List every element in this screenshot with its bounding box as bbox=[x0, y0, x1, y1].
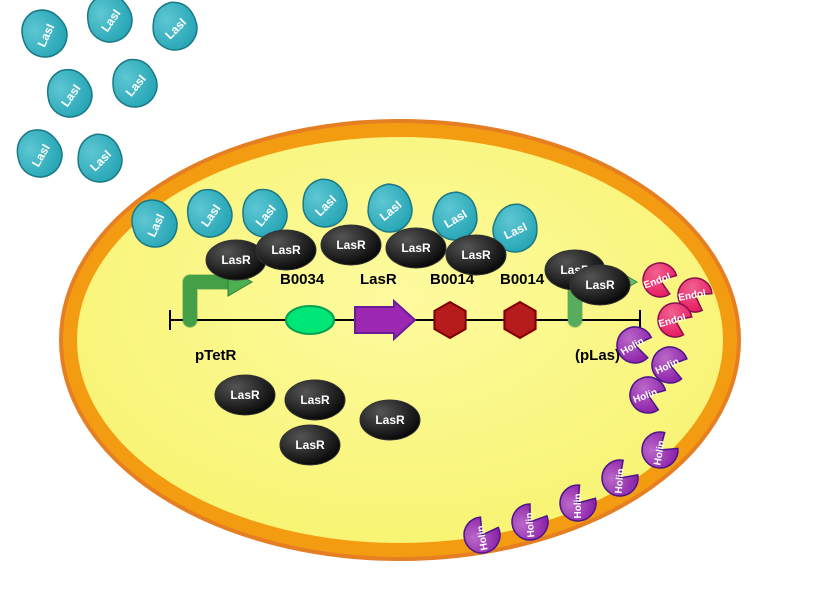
terminator-1 bbox=[434, 302, 465, 338]
lasr-free-1: LasR bbox=[285, 380, 345, 420]
lasi-outside-1: LasI bbox=[80, 0, 138, 48]
lasr-free-2: LasR bbox=[280, 425, 340, 465]
lasr-bound-1: LasR bbox=[256, 230, 316, 270]
svg-text:Holin: Holin bbox=[614, 468, 627, 494]
svg-text:LasR: LasR bbox=[336, 238, 366, 252]
lasr-bound-6: LasR bbox=[570, 265, 630, 305]
lasr-bound-2: LasR bbox=[321, 225, 381, 265]
svg-text:LasR: LasR bbox=[300, 393, 330, 407]
svg-text:Holin: Holin bbox=[573, 494, 584, 519]
rbs-b0034 bbox=[286, 306, 334, 334]
lasi-outside-0: LasI bbox=[13, 1, 75, 65]
lasr-bound-4: LasR bbox=[446, 235, 506, 275]
svg-text:LasR: LasR bbox=[221, 253, 251, 267]
terminator-2-label: B0014 bbox=[500, 271, 545, 288]
lasr-bound-3: LasR bbox=[386, 228, 446, 268]
svg-text:LasR: LasR bbox=[585, 278, 615, 292]
lasr-free-3: LasR bbox=[360, 400, 420, 440]
svg-text:LasR: LasR bbox=[401, 241, 431, 255]
lasr-free-0: LasR bbox=[215, 375, 275, 415]
promoter-plas-label: (pLas) bbox=[575, 347, 620, 364]
rbs-label: B0034 bbox=[280, 271, 325, 288]
terminator-2 bbox=[504, 302, 535, 338]
promoter-ptetr-label: pTetR bbox=[195, 347, 237, 364]
svg-text:LasR: LasR bbox=[295, 438, 325, 452]
svg-text:LasR: LasR bbox=[230, 388, 260, 402]
lasi-outside-5: LasI bbox=[9, 122, 69, 184]
lasi-outside-4: LasI bbox=[107, 54, 162, 112]
svg-text:LasR: LasR bbox=[461, 248, 491, 262]
lasi-outside-6: LasI bbox=[74, 131, 126, 186]
gene-lasr-label: LasR bbox=[360, 271, 397, 288]
svg-text:Holin: Holin bbox=[524, 512, 537, 538]
svg-text:LasR: LasR bbox=[271, 243, 301, 257]
svg-text:LasR: LasR bbox=[375, 413, 405, 427]
lasi-outside-3: LasI bbox=[40, 63, 98, 123]
lasi-outside-2: LasI bbox=[149, 0, 201, 53]
